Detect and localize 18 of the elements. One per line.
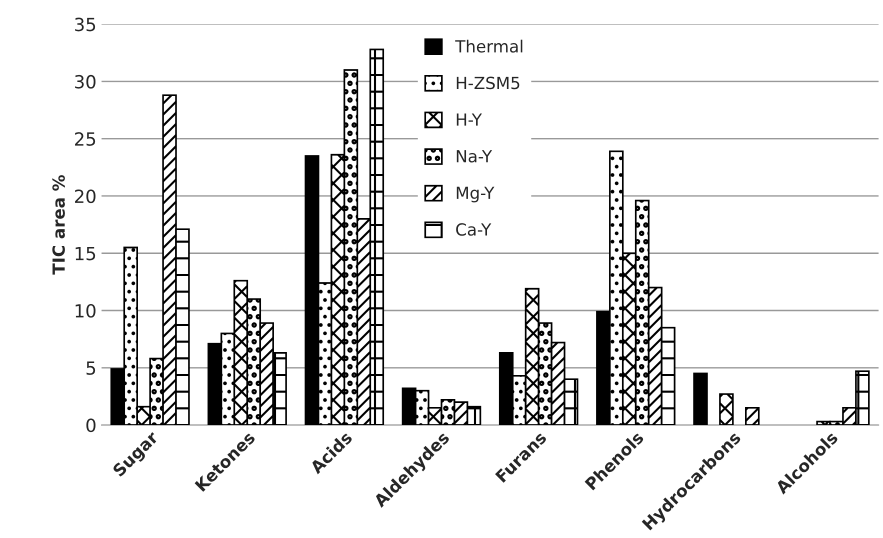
bar xyxy=(745,407,760,426)
y-tick-label: 0 xyxy=(86,418,96,432)
legend-label: Ca-Y xyxy=(456,223,492,236)
y-tick-label: 30 xyxy=(75,74,96,89)
legend-label: Na-Y xyxy=(456,150,492,163)
bar xyxy=(719,393,734,426)
legend-label: H-ZSM5 xyxy=(456,76,520,90)
legend-label: H-Y xyxy=(456,113,482,126)
y-tick-label: 35 xyxy=(75,18,96,32)
legend-label: Thermal xyxy=(455,40,522,53)
y-tick-label: 20 xyxy=(75,189,96,204)
bar xyxy=(693,372,708,426)
y-tick-label: 25 xyxy=(75,132,96,146)
y-axis-title: TIC area % xyxy=(52,175,65,275)
y-tick-label: 5 xyxy=(86,361,96,375)
legend-label: Mg-Y xyxy=(456,186,494,202)
y-tick-label: 15 xyxy=(76,246,96,260)
y-tick-label: 10 xyxy=(76,304,96,318)
